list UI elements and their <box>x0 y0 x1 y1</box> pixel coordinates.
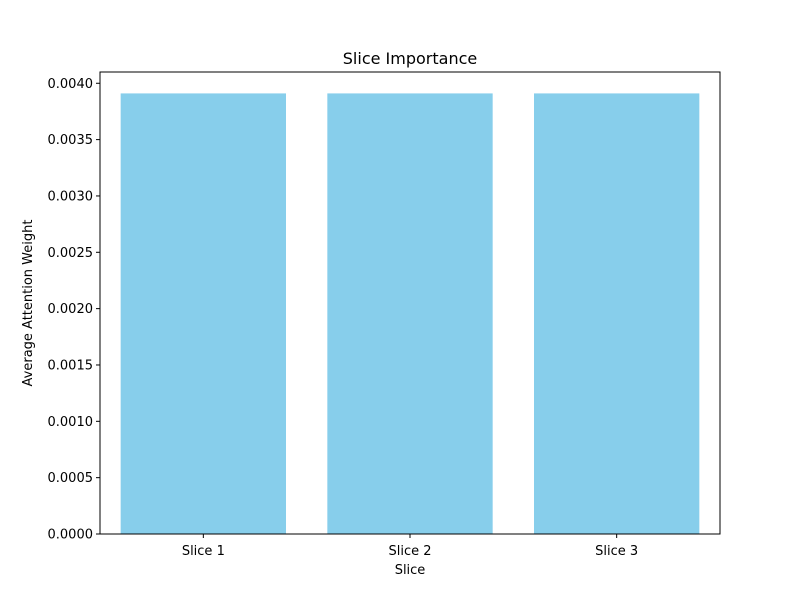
x-axis-title: Slice <box>395 563 426 578</box>
y-axis-title: Average Attention Weight <box>21 220 36 387</box>
y-tick-label: 0.0015 <box>48 358 94 373</box>
chart-title: Slice Importance <box>343 49 477 68</box>
bar-1 <box>120 93 287 534</box>
y-axis-ticks: 0.0000 0.0005 0.0010 0.0015 0.0020 0.0025 0.00… <box>48 77 100 543</box>
y-tick-label: 0.0025 <box>48 246 94 261</box>
y-tick-label: 0.0040 <box>48 77 94 92</box>
y-tick-label: 0.0030 <box>48 189 94 204</box>
bar-2 <box>327 93 493 534</box>
y-tick-label: 0.0005 <box>48 471 94 486</box>
y-tick-label: 0.0020 <box>48 302 94 317</box>
x-tick-label: Slice 3 <box>595 544 638 559</box>
bars-group <box>120 93 700 534</box>
x-tick-label: Slice 1 <box>182 544 225 559</box>
x-axis-ticks: Slice 1 Slice 2 Slice 3 <box>182 534 638 559</box>
x-tick-label: Slice 2 <box>388 544 431 559</box>
y-tick-label: 0.0010 <box>48 415 94 430</box>
plot-frame <box>99 71 721 535</box>
y-tick-label: 0.0035 <box>48 133 94 148</box>
y-tick-label: 0.0000 <box>48 528 94 543</box>
bar-3 <box>534 93 700 534</box>
